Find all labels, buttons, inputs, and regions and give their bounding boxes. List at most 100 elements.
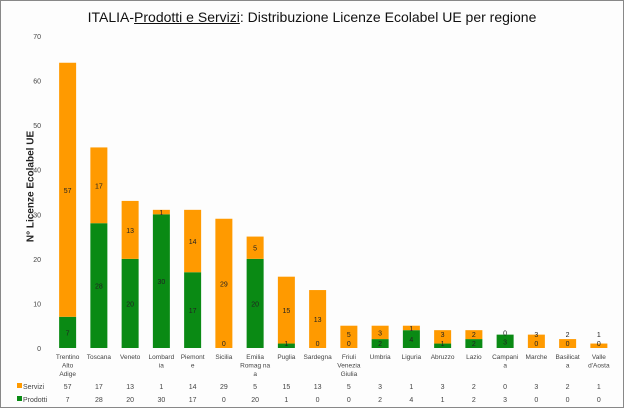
data-label-servizi: 5: [347, 332, 351, 339]
data-label-servizi: 13: [126, 228, 134, 235]
category-label: Romag na: [240, 363, 270, 370]
bar-prodotti: [90, 223, 108, 348]
data-label-prodotti: 20: [251, 301, 259, 308]
category-label: Campani: [492, 354, 518, 361]
bar-servizi: [309, 290, 327, 348]
category-label: Veneto: [120, 354, 141, 361]
category-label: Marche: [526, 354, 548, 361]
bar-prodotti: [246, 258, 264, 348]
legend-swatch-servizi: [17, 383, 22, 388]
bar-servizi: [90, 147, 108, 224]
category-label: Umbria: [370, 354, 391, 361]
table-value-servizi: 17: [95, 384, 103, 391]
data-label-prodotti: 1: [284, 341, 288, 348]
category-label: Emilia: [246, 354, 264, 361]
table-value-prodotti: 1: [441, 397, 445, 404]
bar-servizi: [121, 200, 139, 259]
table-value-servizi: 15: [282, 384, 290, 391]
category-label: Giulia: [341, 371, 358, 378]
table-value-servizi: 14: [189, 384, 197, 391]
table-value-prodotti: 17: [189, 397, 197, 404]
data-label-servizi: 14: [189, 239, 197, 246]
data-label-servizi: 57: [64, 188, 72, 195]
category-label: d'Aosta: [588, 363, 610, 370]
bar-prodotti: [121, 258, 139, 348]
table-value-servizi: 3: [534, 384, 538, 391]
table-value-prodotti: 3: [503, 397, 507, 404]
table-value-prodotti: 0: [347, 397, 351, 404]
category-label: a: [503, 363, 507, 370]
table-value-prodotti: 20: [251, 397, 259, 404]
category-label: Adige: [59, 371, 76, 378]
data-label-servizi: 3: [534, 332, 538, 339]
title-prefix: ITALIA-: [87, 9, 135, 25]
category-label: ia: [159, 363, 164, 370]
title-underlined: Prodotti e Servizi: [134, 9, 240, 25]
y-tick-label: 20: [33, 257, 41, 264]
bar-prodotti: [152, 214, 170, 348]
bar-prodotti: [184, 272, 202, 348]
data-label-prodotti: 17: [189, 308, 197, 315]
bar-servizi: [59, 62, 77, 317]
table-value-servizi: 57: [64, 384, 72, 391]
data-label-servizi: 17: [95, 183, 103, 190]
table-value-servizi: 29: [220, 384, 228, 391]
table-value-servizi: 3: [441, 384, 445, 391]
bar-servizi: [559, 339, 577, 348]
data-label-servizi: 3: [441, 332, 445, 339]
table-value-prodotti: 0: [222, 397, 226, 404]
data-label-prodotti: 3: [503, 339, 507, 346]
category-label: Sardegna: [304, 354, 333, 361]
data-label-prodotti: 30: [157, 279, 165, 286]
bar-prodotti: [465, 339, 483, 348]
data-label-servizi: 1: [159, 210, 163, 217]
category-label: Liguria: [402, 354, 422, 361]
table-value-prodotti: 2: [472, 397, 476, 404]
table-value-servizi: 0: [503, 384, 507, 391]
category-label: a: [566, 363, 570, 370]
table-value-servizi: 1: [597, 384, 601, 391]
bar-prodotti: [59, 316, 77, 348]
bar-prodotti: [277, 343, 295, 348]
category-label: e: [191, 363, 195, 370]
bar-servizi: [402, 325, 420, 331]
bar-servizi: [340, 325, 358, 348]
category-label: Lazio: [466, 354, 482, 361]
category-label: Puglia: [277, 354, 295, 361]
table-value-servizi: 5: [253, 384, 257, 391]
bar-servizi: [371, 325, 389, 340]
bar-servizi: [246, 236, 264, 259]
table-value-prodotti: 7: [66, 397, 70, 404]
category-label: Alto: [62, 363, 74, 370]
table-value-prodotti: 28: [95, 397, 103, 404]
category-label: Basilicat: [556, 354, 580, 361]
data-label-servizi: 5: [253, 246, 257, 253]
bar-prodotti: [371, 339, 389, 348]
chart-title: ITALIA-Prodotti e Servizi: Distribuzione…: [1, 9, 623, 25]
table-value-prodotti: 0: [534, 397, 538, 404]
category-label: Piemont: [181, 354, 205, 361]
data-label-prodotti: 7: [66, 330, 70, 337]
table-value-servizi: 13: [314, 384, 322, 391]
data-label-servizi: 15: [282, 308, 290, 315]
data-label-prodotti: 0: [566, 341, 570, 348]
category-label: Friuli: [342, 354, 356, 361]
bar-servizi: [152, 209, 170, 215]
y-tick-label: 30: [33, 212, 41, 219]
data-label-prodotti: 0: [597, 341, 601, 348]
category-label: Lombard: [149, 354, 175, 361]
category-label: Venezia: [337, 363, 361, 370]
table-value-prodotti: 0: [566, 397, 570, 404]
data-label-servizi: 29: [220, 281, 228, 288]
y-tick-label: 70: [33, 34, 41, 41]
data-label-servizi: 1: [597, 332, 601, 339]
category-label: a: [253, 371, 257, 378]
data-label-prodotti: 2: [378, 341, 382, 348]
bar-servizi: [527, 334, 545, 348]
category-label: Trentino: [56, 354, 80, 361]
bar-servizi: [277, 276, 295, 344]
table-value-prodotti: 0: [316, 397, 320, 404]
data-label-prodotti: 20: [126, 301, 134, 308]
